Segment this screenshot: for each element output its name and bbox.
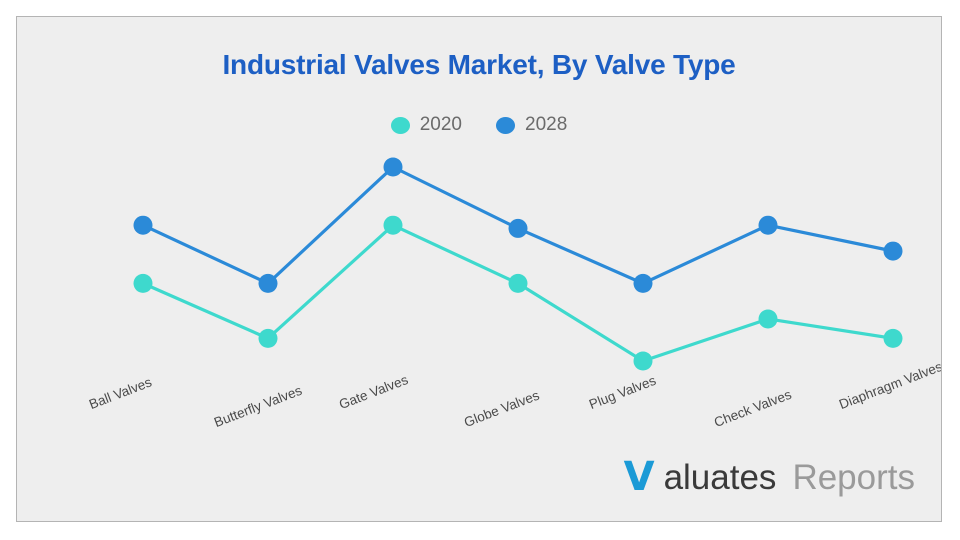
data-point[interactable]: Plug Valves — 2028: 56	[633, 273, 653, 293]
legend-label-2028: 2028	[525, 114, 568, 135]
chart-title: Industrial Valves Market, By Valve Type	[222, 49, 736, 80]
data-point[interactable]: Globe Valves — 2028: 73	[508, 218, 528, 238]
brand-name-secondary: Reports	[792, 457, 915, 497]
brand-name-primary: aluates	[663, 457, 777, 497]
data-point[interactable]: Gate Valves — 2028: 92	[383, 157, 403, 177]
legend-swatch-2020	[390, 116, 410, 134]
valuates-v-icon: V	[623, 454, 655, 500]
chart-legend: 2020 2028	[17, 114, 941, 136]
legend-label-2020: 2020	[419, 114, 462, 135]
data-point[interactable]: Diaphragm Valves — 2020: 39	[883, 328, 903, 348]
brand-logo: V aluates Reports	[624, 457, 915, 497]
data-point[interactable]: Ball Valves — 2028: 74	[133, 215, 153, 235]
legend-swatch-2028	[496, 116, 515, 134]
data-point[interactable]: Globe Valves — 2020: 56	[508, 273, 528, 293]
series-line-2020	[141, 223, 895, 363]
legend-item-2020[interactable]: 2020	[390, 114, 462, 136]
data-point[interactable]: Diaphragm Valves — 2028: 66	[883, 241, 903, 261]
data-point[interactable]: Gate Valves — 2020: 74	[383, 215, 403, 235]
data-point[interactable]: Butterfly Valves — 2020: 39	[258, 328, 278, 348]
legend-item-2028[interactable]: 2028	[496, 114, 567, 136]
data-point[interactable]: Check Valves — 2028: 74	[758, 215, 778, 235]
chart-figure: Industrial Valves Market, By Valve Type …	[16, 16, 942, 522]
plot-area: Ball Valves — 2020: 56 Butterfly Valves —…	[133, 157, 903, 371]
data-point[interactable]: Plug Valves — 2020: 32	[633, 351, 653, 371]
data-point[interactable]: Ball Valves — 2020: 56	[133, 273, 153, 293]
data-point[interactable]: Butterfly Valves — 2028: 56	[258, 273, 278, 293]
data-point[interactable]: Check Valves — 2020: 45	[758, 309, 778, 329]
